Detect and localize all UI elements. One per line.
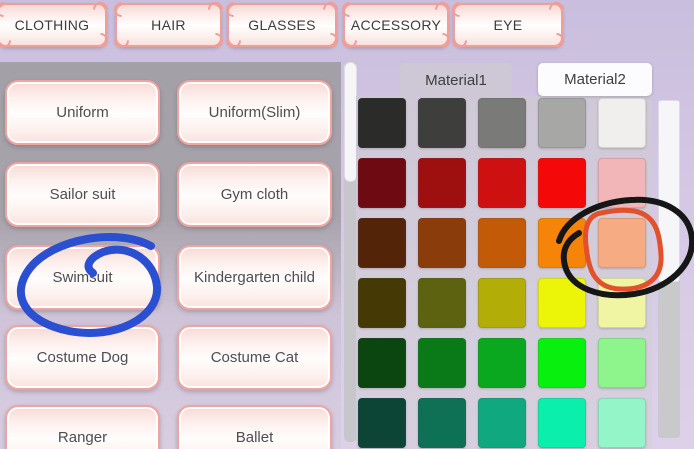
color-swatch[interactable] [478, 278, 526, 328]
color-swatch[interactable] [538, 218, 586, 268]
tab-eye[interactable]: EYE [453, 3, 563, 47]
tab-material1[interactable]: Material1 [400, 63, 512, 97]
color-swatch[interactable] [598, 338, 646, 388]
color-swatch[interactable] [358, 218, 406, 268]
clothing-item-ranger[interactable]: Ranger [5, 405, 160, 449]
color-swatch[interactable] [538, 338, 586, 388]
clothing-item-swimsuit[interactable]: Swimsuit [5, 245, 160, 310]
clothing-item-uniform-slim[interactable]: Uniform(Slim) [177, 80, 332, 145]
color-palette-scrollbar[interactable] [658, 100, 680, 438]
clothing-list-panel: Uniform Uniform(Slim) Sailor suit Gym cl… [0, 62, 341, 449]
clothing-item-uniform[interactable]: Uniform [5, 80, 160, 145]
clothing-item-ballet[interactable]: Ballet [177, 405, 332, 449]
color-swatch[interactable] [418, 218, 466, 268]
color-swatch[interactable] [358, 338, 406, 388]
color-swatch[interactable] [358, 278, 406, 328]
tab-eye-label: EYE [493, 17, 523, 33]
clothing-item-gym-cloth[interactable]: Gym cloth [177, 162, 332, 227]
color-swatch[interactable] [478, 398, 526, 448]
clothing-item-costume-dog[interactable]: Costume Dog [5, 325, 160, 390]
tab-hair-label: HAIR [151, 17, 186, 33]
color-swatch[interactable] [418, 278, 466, 328]
color-swatch[interactable] [418, 158, 466, 208]
tab-accessory-label: ACCESSORY [350, 17, 442, 33]
color-swatch[interactable] [598, 158, 646, 208]
clothing-list-scrollbar[interactable] [344, 60, 357, 442]
clothing-item-kindergarten-child[interactable]: Kindergarten child [177, 245, 332, 310]
clothing-item-sailor-suit[interactable]: Sailor suit [5, 162, 160, 227]
tab-material2[interactable]: Material2 [538, 63, 652, 96]
color-swatch[interactable] [418, 338, 466, 388]
color-swatch[interactable] [538, 98, 586, 148]
tab-glasses-label: GLASSES [248, 17, 316, 33]
color-swatch[interactable] [418, 98, 466, 148]
color-swatch[interactable] [598, 278, 646, 328]
color-swatch[interactable] [538, 398, 586, 448]
color-swatch[interactable] [358, 98, 406, 148]
color-swatch[interactable] [418, 398, 466, 448]
color-swatch[interactable] [598, 398, 646, 448]
color-swatch[interactable] [358, 158, 406, 208]
tab-clothing-label: CLOTHING [14, 17, 90, 33]
tab-accessory[interactable]: ACCESSORY [343, 3, 449, 47]
tab-glasses[interactable]: GLASSES [227, 3, 337, 47]
tab-clothing[interactable]: CLOTHING [0, 3, 107, 47]
color-swatch[interactable] [478, 158, 526, 208]
color-palette-scrollbar-thumb[interactable] [658, 100, 680, 282]
color-swatch[interactable] [538, 158, 586, 208]
color-swatch[interactable] [538, 278, 586, 328]
color-swatch[interactable] [478, 218, 526, 268]
color-swatch[interactable] [478, 98, 526, 148]
color-grid [358, 98, 646, 448]
color-swatch[interactable] [598, 218, 646, 268]
color-swatch[interactable] [598, 98, 646, 148]
tab-hair[interactable]: HAIR [115, 3, 222, 47]
color-swatch[interactable] [358, 398, 406, 448]
color-swatch[interactable] [478, 338, 526, 388]
clothing-item-costume-cat[interactable]: Costume Cat [177, 325, 332, 390]
